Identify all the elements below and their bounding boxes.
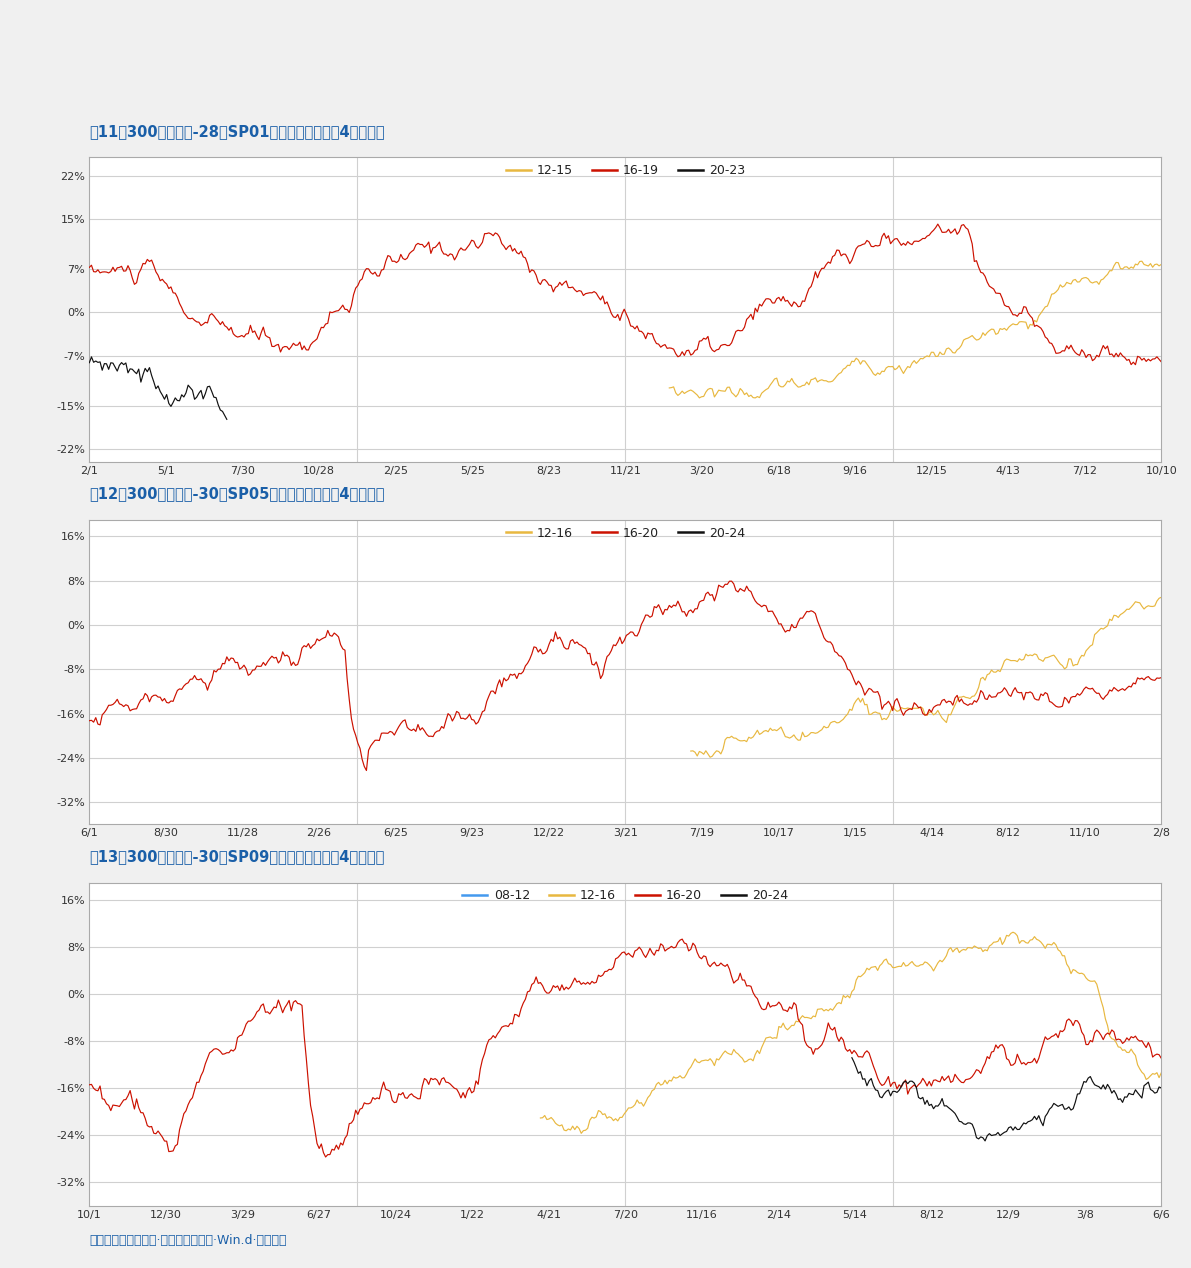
Legend: 12-16, 16-20, 20-24: 12-16, 16-20, 20-24 [500,521,750,545]
Legend: 08-12, 12-16, 16-20, 20-24: 08-12, 12-16, 16-20, 20-24 [457,884,793,908]
Text: 資料來源：中國漿紙·上海期貨交易所·Win.d·銀河期貨: 資料來源：中國漿紙·上海期貨交易所·Win.d·銀河期貨 [89,1234,287,1246]
Legend: 12-15, 16-19, 20-23: 12-15, 16-19, 20-23 [500,158,750,183]
Text: 圖13：300噸本色漿-30手SP09（資金占用變動，4年周期）: 圖13：300噸本色漿-30手SP09（資金占用變動，4年周期） [89,850,385,864]
Text: 圖11：300噸本色漿-28手SP01（資金占用變動，4年周期）: 圖11：300噸本色漿-28手SP01（資金占用變動，4年周期） [89,124,385,138]
Text: 圖12：300噸本色漿-30手SP05（資金占用變動，4年周期）: 圖12：300噸本色漿-30手SP05（資金占用變動，4年周期） [89,487,385,501]
